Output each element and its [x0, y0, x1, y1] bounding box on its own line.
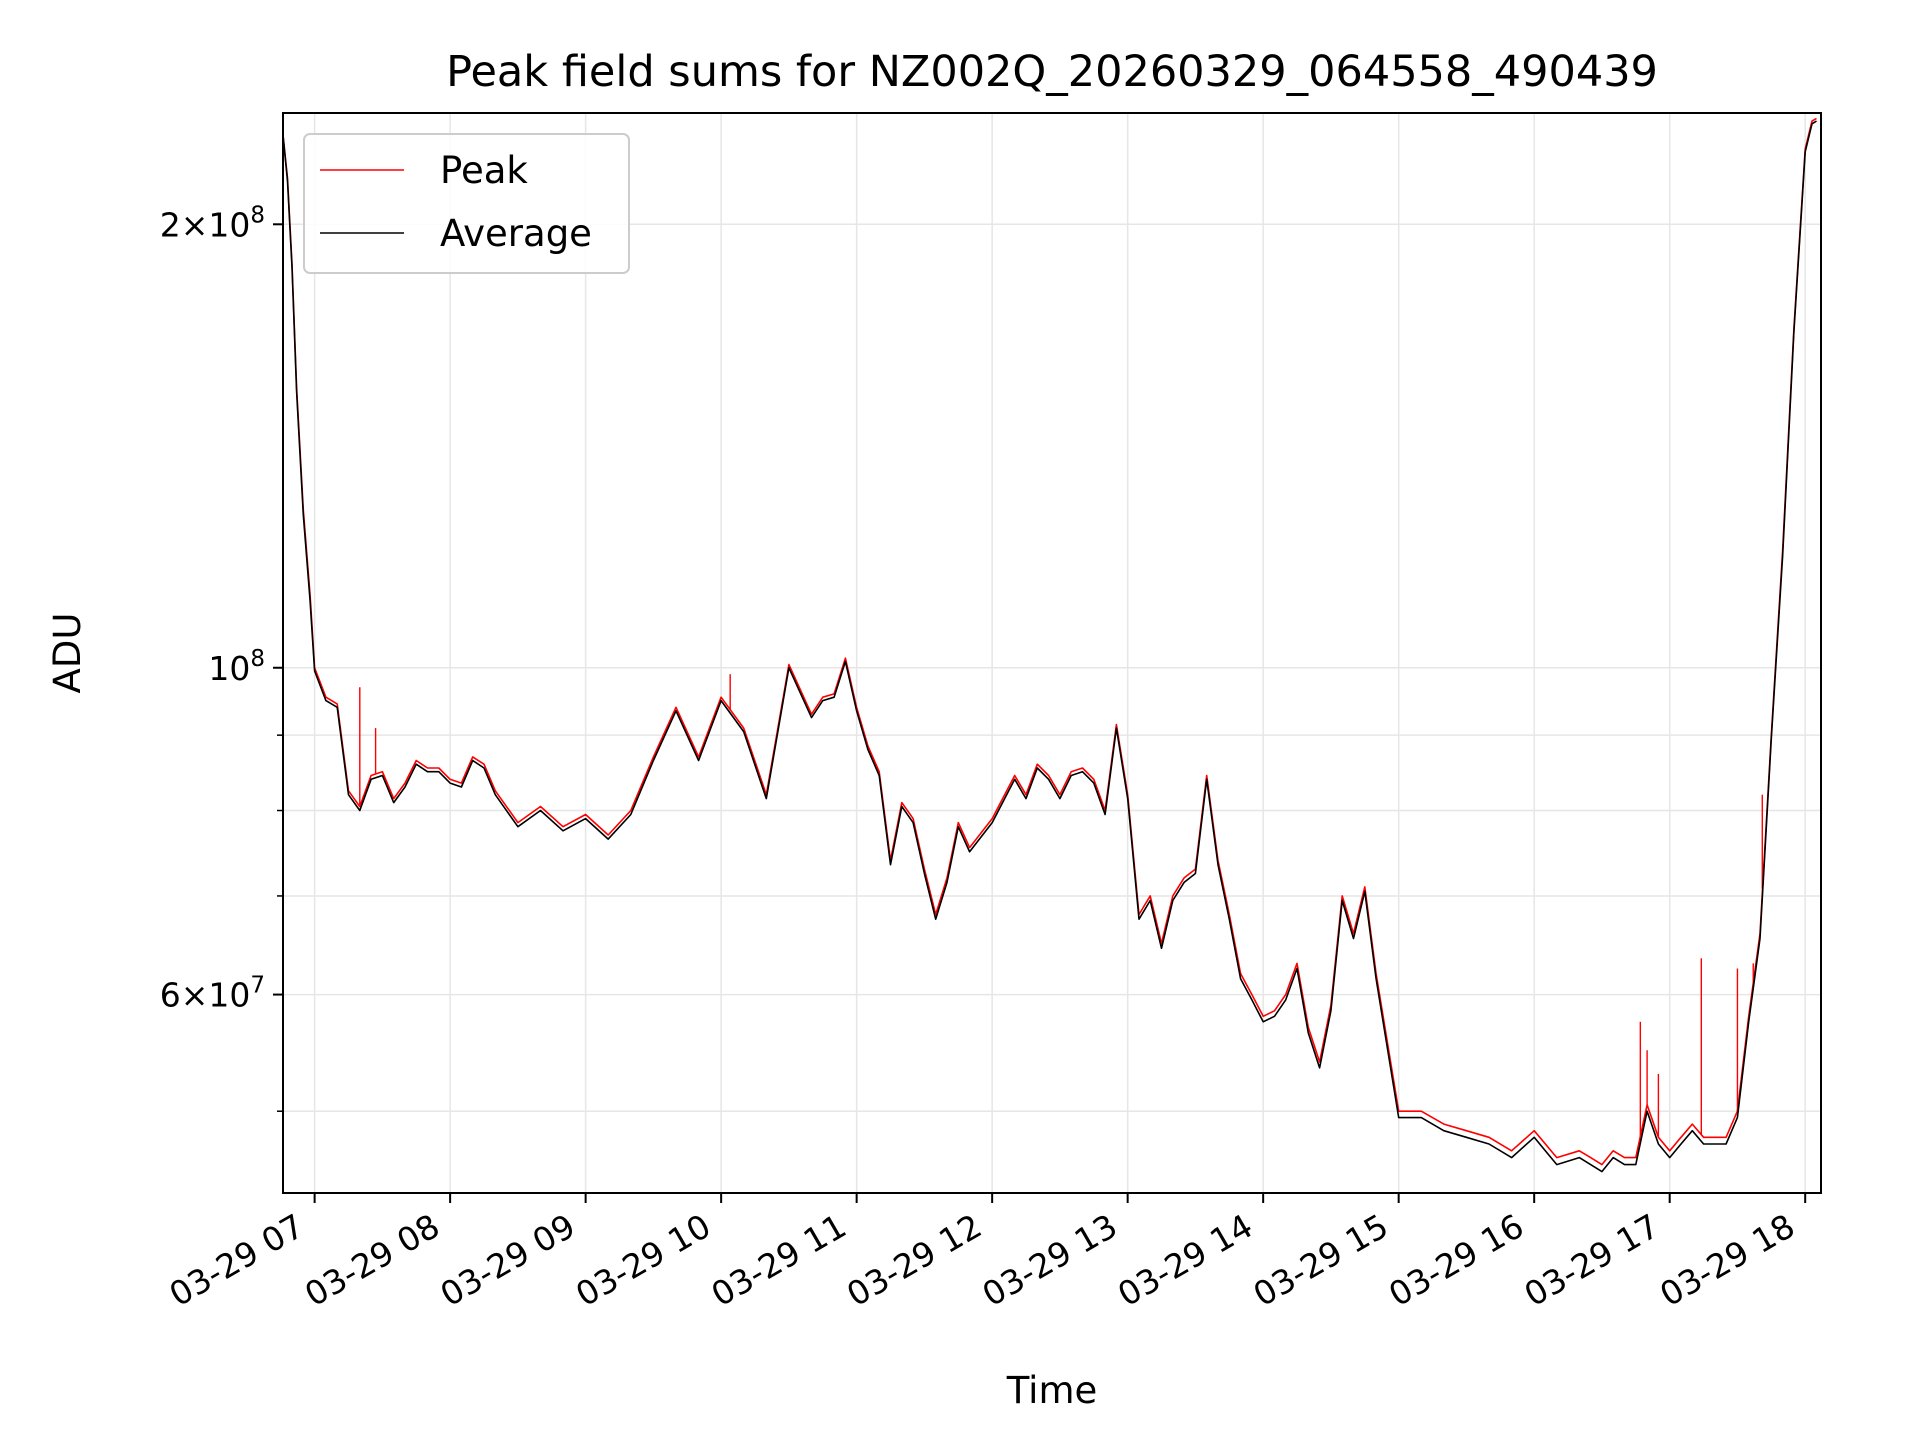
x-tick-label: 03-29 17 [1518, 1206, 1666, 1314]
x-tick-label: 03-29 16 [1382, 1206, 1530, 1314]
series-line-peak [282, 117, 1817, 1166]
x-tick-label: 03-29 11 [705, 1206, 853, 1314]
plot-area-frame [282, 112, 1822, 1194]
y-tick-label: 2×108 [160, 202, 265, 244]
x-axis-label: Time [1006, 1369, 1098, 1412]
x-tick-label: 03-29 10 [569, 1206, 717, 1314]
legend-average-label: Average [440, 212, 592, 255]
y-tick-label: 6×107 [160, 973, 265, 1015]
x-tick-label: 03-29 07 [163, 1206, 311, 1314]
chart-title: Peak field sums for NZ002Q_20260329_0645… [446, 47, 1658, 97]
y-axis-label: ADU [46, 613, 89, 694]
legend-box [303, 133, 630, 274]
x-tick-label: 03-29 18 [1653, 1206, 1801, 1314]
x-tick-label: 03-29 15 [1247, 1206, 1395, 1314]
series-line-average [282, 120, 1817, 1173]
series-layer [282, 117, 1817, 1173]
x-tick-label: 03-29 14 [1111, 1206, 1259, 1314]
x-tick-label: 03-29 13 [976, 1206, 1124, 1314]
x-tick-label: 03-29 08 [298, 1206, 446, 1314]
x-tick-label: 03-29 12 [840, 1206, 988, 1314]
y-tick-label: 108 [208, 646, 265, 688]
legend: Peak Average [303, 133, 630, 274]
legend-peak-label: Peak [440, 149, 528, 192]
x-tick-label: 03-29 09 [434, 1206, 582, 1314]
grid-layer [283, 113, 1821, 1193]
